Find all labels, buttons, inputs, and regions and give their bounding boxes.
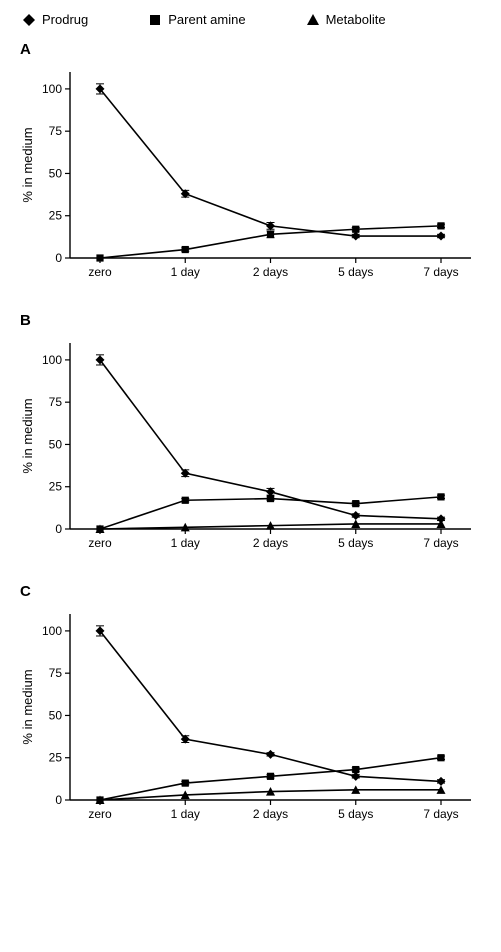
svg-text:50: 50 <box>49 437 63 451</box>
panel-label: A <box>20 41 483 58</box>
chart-svg: 0 25 50 75 100 zero 1 day 2 days 5 days 7 days % i… <box>18 331 483 561</box>
svg-text:% in medium: % in medium <box>20 398 35 473</box>
svg-text:25: 25 <box>49 751 63 765</box>
legend-label: Parent amine <box>168 12 245 27</box>
panel-label: C <box>20 583 483 600</box>
svg-text:% in medium: % in medium <box>20 127 35 202</box>
panel-label: B <box>20 312 483 329</box>
svg-text:zero: zero <box>88 807 112 821</box>
svg-text:100: 100 <box>42 82 62 96</box>
svg-text:25: 25 <box>49 209 63 223</box>
svg-text:2 days: 2 days <box>253 536 288 550</box>
legend-item-parent-amine: Parent amine <box>148 12 245 27</box>
svg-text:2 days: 2 days <box>253 807 288 821</box>
chart-svg: 0 25 50 75 100 zero 1 day 2 days 5 days 7 days % i… <box>18 602 483 832</box>
legend-label: Metabolite <box>326 12 386 27</box>
svg-text:zero: zero <box>88 265 112 279</box>
svg-text:100: 100 <box>42 353 62 367</box>
svg-text:2 days: 2 days <box>253 265 288 279</box>
svg-text:50: 50 <box>49 708 63 722</box>
svg-text:7 days: 7 days <box>423 265 458 279</box>
legend: Prodrug Parent amine Metabolite <box>22 12 483 27</box>
svg-text:75: 75 <box>49 124 63 138</box>
figure-page: Prodrug Parent amine Metabolite A 0 25 50 7… <box>0 0 501 952</box>
chart-svg: 0 25 50 75 100 zero 1 day 2 days 5 days 7 days % i… <box>18 60 483 290</box>
svg-text:7 days: 7 days <box>423 536 458 550</box>
svg-text:7 days: 7 days <box>423 807 458 821</box>
diamond-icon <box>22 13 36 27</box>
svg-text:25: 25 <box>49 480 63 494</box>
svg-text:zero: zero <box>88 536 112 550</box>
svg-text:50: 50 <box>49 166 63 180</box>
svg-text:5 days: 5 days <box>338 265 373 279</box>
chart-a: 0 25 50 75 100 zero 1 day 2 days 5 days 7 days % i… <box>18 60 483 290</box>
triangle-icon <box>306 13 320 27</box>
svg-text:0: 0 <box>55 793 62 807</box>
svg-text:75: 75 <box>49 666 63 680</box>
svg-text:1 day: 1 day <box>171 265 200 279</box>
legend-item-metabolite: Metabolite <box>306 12 386 27</box>
svg-text:1 day: 1 day <box>171 536 200 550</box>
chart-b: 0 25 50 75 100 zero 1 day 2 days 5 days 7 days % i… <box>18 331 483 561</box>
svg-text:0: 0 <box>55 251 62 265</box>
svg-text:% in medium: % in medium <box>20 669 35 744</box>
legend-item-prodrug: Prodrug <box>22 12 88 27</box>
svg-text:100: 100 <box>42 624 62 638</box>
svg-text:0: 0 <box>55 522 62 536</box>
svg-text:5 days: 5 days <box>338 807 373 821</box>
svg-text:5 days: 5 days <box>338 536 373 550</box>
legend-label: Prodrug <box>42 12 88 27</box>
square-icon <box>148 13 162 27</box>
panel-b: B 0 25 50 75 100 zero 1 day 2 days 5 days 7 days%… <box>18 312 483 561</box>
panel-c: C 0 25 50 75 100 zero 1 day 2 days 5 days 7 days%… <box>18 583 483 832</box>
chart-c: 0 25 50 75 100 zero 1 day 2 days 5 days 7 days % i… <box>18 602 483 832</box>
panel-a: A 0 25 50 75 100 zero 1 day 2 days 5 days 7 days%… <box>18 41 483 290</box>
svg-text:75: 75 <box>49 395 63 409</box>
svg-text:1 day: 1 day <box>171 807 200 821</box>
